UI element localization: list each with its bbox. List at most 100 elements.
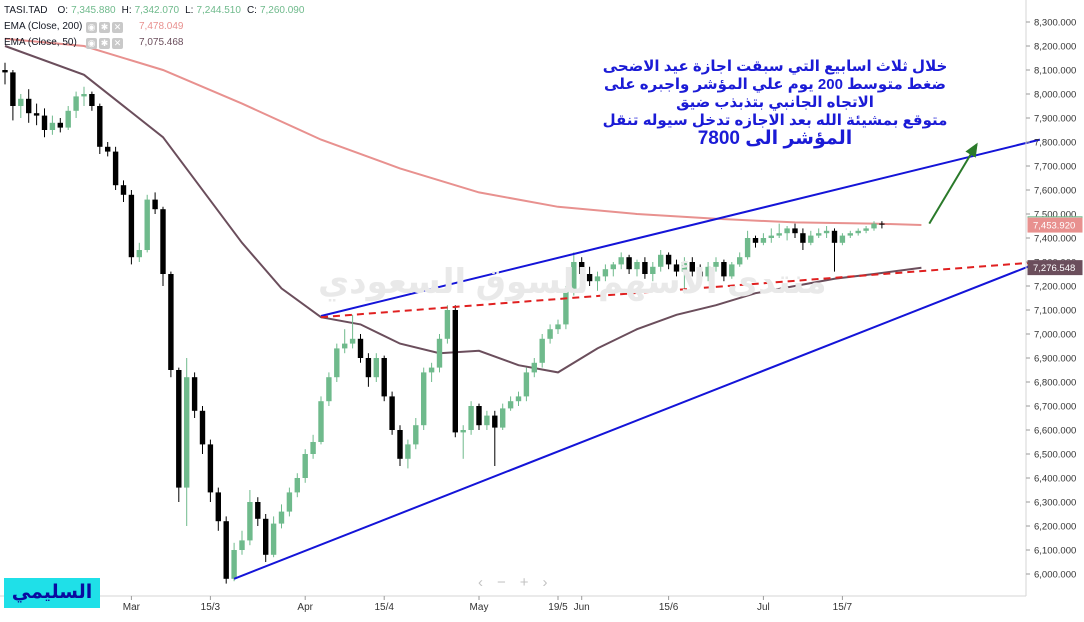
author-signature: السليمي: [4, 578, 100, 608]
candle: [176, 367, 182, 502]
candle-body: [586, 274, 593, 282]
candle-body: [768, 235, 774, 238]
annotation-line-4: متوقع بمشيئة الله بعد الاجازه تدخل سيوله…: [602, 112, 948, 129]
candle-body: [231, 550, 237, 579]
x-tick-label: 15/7: [833, 602, 853, 613]
candle: [89, 91, 95, 111]
close-icon[interactable]: ✕: [112, 21, 123, 33]
candle-body: [2, 70, 8, 73]
candle: [10, 70, 16, 121]
y-tick-label: 6,300.000: [1034, 498, 1076, 509]
candle: [468, 401, 474, 435]
x-tick-label: 15/4: [374, 602, 394, 613]
candle: [452, 305, 458, 438]
candle: [768, 228, 774, 243]
candle: [144, 194, 150, 253]
candle: [752, 235, 759, 248]
eye-icon[interactable]: ◉: [86, 21, 97, 33]
candle: [334, 343, 340, 382]
candle: [57, 118, 63, 133]
y-tick-label: 6,100.000: [1034, 546, 1076, 557]
y-tick-label: 8,200.000: [1034, 42, 1076, 53]
candle-body: [468, 406, 474, 430]
candle: [428, 362, 435, 382]
candle-body: [484, 415, 490, 426]
candle: [515, 391, 522, 406]
ema50-legend-row[interactable]: EMA (Close, 50) ◉ ✱ ✕ 7,075.468: [4, 35, 310, 51]
candle: [270, 516, 277, 558]
candle-body: [515, 396, 522, 402]
candle-body: [41, 115, 48, 130]
candle: [642, 257, 648, 279]
candle: [263, 514, 269, 562]
gear-icon[interactable]: ✱: [99, 21, 110, 33]
candle-body: [452, 310, 458, 433]
candle-body: [436, 338, 443, 368]
scroll-left-button[interactable]: ‹: [478, 574, 483, 591]
candle-body: [531, 362, 537, 373]
zoom-out-button[interactable]: −: [497, 574, 506, 591]
candle-body: [105, 146, 111, 152]
candle: [278, 504, 285, 529]
candle: [721, 259, 727, 282]
candle-body: [602, 269, 609, 277]
candle-body: [539, 338, 545, 363]
candle-body: [176, 370, 182, 488]
candle: [2, 62, 8, 85]
candle-body: [120, 185, 127, 195]
candle-body: [618, 257, 624, 265]
candle-body: [571, 262, 577, 291]
candle: [318, 396, 324, 445]
candle: [476, 403, 482, 430]
candle-body: [579, 262, 585, 274]
zoom-controls[interactable]: ‹ − + ›: [478, 574, 548, 591]
gear-icon[interactable]: ✱: [99, 37, 110, 49]
candle-body: [33, 113, 40, 116]
close-icon[interactable]: ✕: [112, 37, 123, 49]
candle-body: [816, 233, 822, 236]
candle: [286, 487, 293, 517]
candle: [373, 353, 379, 382]
zoom-in-button[interactable]: +: [519, 574, 529, 591]
candle-body: [263, 518, 269, 555]
ohlc-row: TASI.TAD O: 7,345.880 H: 7,342.070 L: 7,…: [4, 3, 310, 19]
candle: [389, 391, 395, 435]
candle: [681, 257, 688, 294]
candle-body: [255, 502, 261, 519]
candle-body: [413, 425, 419, 445]
candle-body: [547, 329, 553, 339]
candle: [310, 434, 316, 459]
low-label: L:: [185, 5, 194, 16]
candle-body: [879, 223, 885, 225]
candle: [215, 487, 221, 531]
candle: [713, 257, 719, 272]
candle: [507, 396, 514, 411]
candle-body: [223, 521, 229, 579]
candle: [294, 473, 300, 498]
candle: [436, 334, 443, 373]
candle: [823, 226, 830, 238]
candle: [792, 223, 798, 238]
candle-body: [737, 257, 743, 265]
eye-icon[interactable]: ◉: [86, 37, 97, 49]
y-tick-label: 6,000.000: [1034, 570, 1076, 581]
candle: [579, 257, 585, 282]
candle-body: [523, 372, 530, 397]
candle-body: [871, 223, 877, 229]
ema200-legend-row[interactable]: EMA (Close, 200) ◉ ✱ ✕ 7,478.049: [4, 19, 310, 35]
candle-body: [713, 262, 719, 267]
candle-body: [247, 502, 253, 541]
candle: [776, 223, 782, 238]
candle: [160, 206, 166, 286]
ema200-line: [4, 37, 922, 227]
candle-body: [294, 478, 300, 493]
scroll-right-button[interactable]: ›: [542, 574, 548, 591]
candle: [618, 252, 624, 270]
candle: [563, 286, 569, 330]
watermark: منتدى الأسهم للسوق السعودي: [318, 263, 827, 301]
candle: [302, 449, 308, 483]
x-tick-label: Jul: [757, 602, 770, 613]
